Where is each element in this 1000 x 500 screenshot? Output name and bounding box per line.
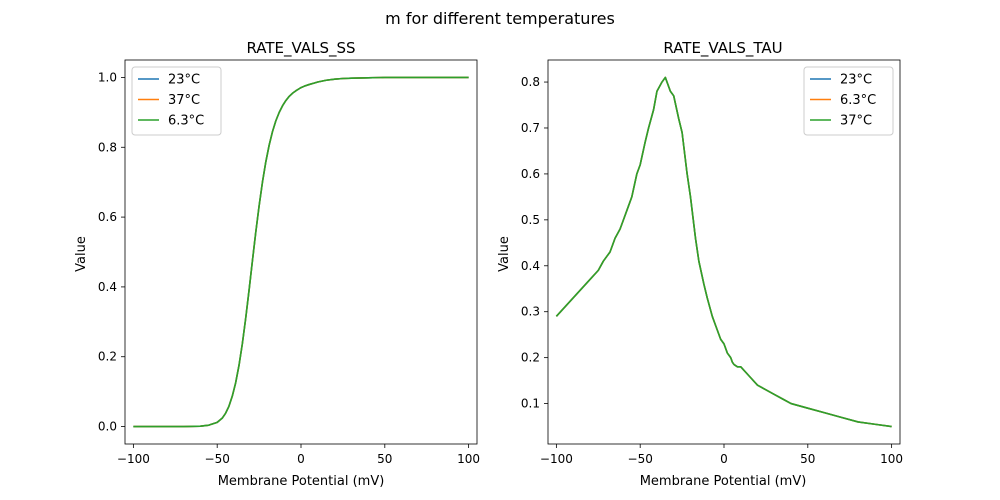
- y-tick-label: 0.6: [98, 210, 117, 224]
- x-tick-label: 0: [297, 452, 305, 466]
- chart-title-tau: RATE_VALS_TAU: [663, 39, 782, 58]
- legend: 23°C 37°C 6.3°C: [131, 66, 222, 136]
- y-tick-label: 0.2: [98, 350, 117, 364]
- y-tick-label: 0.8: [521, 75, 540, 89]
- y-tick-label: 0.2: [521, 351, 540, 365]
- legend-entry: 23°C: [840, 73, 872, 88]
- y-axis-label-tau: Value: [497, 236, 512, 272]
- y-tick-label: 0.7: [521, 121, 540, 135]
- legend-entry: 37°C: [840, 114, 872, 129]
- legend-entry: 6.3°C: [840, 93, 876, 108]
- series-line-ss-2: [133, 76, 469, 428]
- x-tick-label: −50: [628, 452, 653, 466]
- plot-area-frame: [124, 59, 478, 445]
- y-tick-label: 0.5: [521, 213, 540, 227]
- chart-title-ss: RATE_VALS_SS: [246, 39, 355, 58]
- y-tick-label: 0.3: [521, 305, 540, 319]
- legend-box: [131, 66, 222, 136]
- x-tick-label: 50: [377, 452, 392, 466]
- x-tick-label: −50: [205, 452, 230, 466]
- legend-entry: 6.3°C: [168, 114, 204, 129]
- y-tick-label: 0.8: [98, 140, 117, 154]
- y-tick-label: 0.4: [521, 259, 540, 273]
- legend-entry: 23°C: [168, 73, 200, 88]
- x-tick-label: 50: [800, 452, 815, 466]
- y-tick-label: 0.4: [98, 280, 117, 294]
- legend-box: [803, 66, 894, 136]
- plot-area-frame: [547, 59, 901, 445]
- chart-panel-ss: RATE_VALS_SS Membrane Potential (mV) Val…: [74, 39, 480, 489]
- x-axis-label-tau: Membrane Potential (mV): [640, 474, 807, 489]
- x-tick-label: 100: [880, 452, 903, 466]
- x-tick-label: 100: [457, 452, 480, 466]
- chart-panel-tau: RATE_VALS_TAU Membrane Potential (mV) Va…: [497, 39, 903, 489]
- legend: 23°C 6.3°C 37°C: [803, 66, 894, 136]
- y-axis-label-ss: Value: [74, 236, 89, 272]
- y-tick-label: 0.1: [521, 397, 540, 411]
- y-tick-label: 0.0: [98, 420, 117, 434]
- series-line-tau-2: [555, 76, 892, 428]
- legend-entry: 37°C: [168, 93, 200, 108]
- x-tick-label: −100: [540, 452, 573, 466]
- y-tick-label: 0.6: [521, 167, 540, 181]
- figure-suptitle: m for different temperatures: [385, 9, 615, 28]
- y-tick-label: 1.0: [98, 70, 117, 84]
- x-tick-label: 0: [720, 452, 728, 466]
- x-axis-label-ss: Membrane Potential (mV): [218, 474, 385, 489]
- x-tick-label: −100: [117, 452, 150, 466]
